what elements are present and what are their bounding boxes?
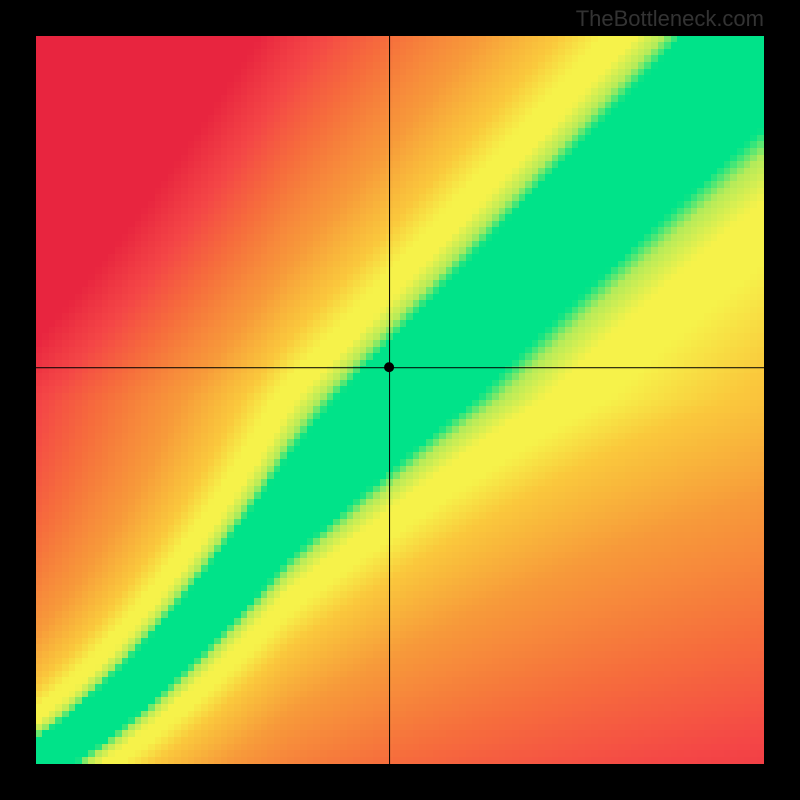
bottleneck-heatmap: [36, 36, 764, 764]
watermark-text: TheBottleneck.com: [576, 6, 764, 32]
chart-container: TheBottleneck.com: [0, 0, 800, 800]
